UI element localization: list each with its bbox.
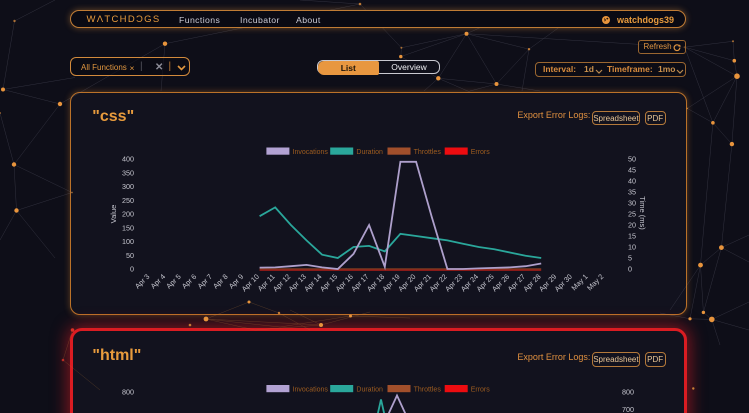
svg-text:35: 35 [628, 188, 636, 197]
svg-text:Duration: Duration [356, 387, 383, 394]
svg-text:Errors: Errors [471, 387, 491, 394]
svg-text:800: 800 [622, 388, 634, 397]
svg-text:Throttles: Throttles [414, 387, 442, 394]
svg-text:350: 350 [122, 168, 134, 177]
svg-text:25: 25 [628, 210, 636, 219]
svg-text:Apr 4: Apr 4 [149, 272, 168, 291]
svg-text:Errors: Errors [471, 149, 491, 156]
svg-text:400: 400 [122, 155, 134, 164]
svg-text:15: 15 [628, 232, 636, 241]
svg-text:40: 40 [628, 177, 636, 186]
svg-text:Apr 5: Apr 5 [164, 272, 183, 291]
svg-text:May 1: May 1 [569, 272, 589, 292]
svg-text:30: 30 [628, 199, 636, 208]
svg-text:Apr 6: Apr 6 [180, 272, 199, 291]
svg-text:5: 5 [628, 254, 632, 263]
svg-text:100: 100 [122, 237, 134, 246]
svg-text:May 2: May 2 [585, 272, 605, 292]
svg-text:45: 45 [628, 166, 636, 175]
svg-text:Apr 7: Apr 7 [195, 272, 214, 291]
svg-text:Duration: Duration [356, 149, 383, 156]
svg-text:300: 300 [122, 182, 134, 191]
svg-text:Apr 30: Apr 30 [553, 272, 574, 293]
svg-text:700: 700 [622, 405, 634, 413]
svg-text:Invocations: Invocations [293, 149, 329, 156]
svg-text:Time (ms): Time (ms) [638, 196, 647, 230]
svg-text:50: 50 [628, 155, 636, 164]
svg-text:Apr 3: Apr 3 [133, 272, 152, 291]
svg-text:Invocations: Invocations [293, 387, 329, 394]
svg-text:0: 0 [628, 265, 632, 274]
svg-text:250: 250 [122, 196, 134, 205]
svg-text:Value: Value [109, 205, 118, 224]
svg-text:10: 10 [628, 243, 636, 252]
svg-text:Throttles: Throttles [414, 149, 442, 156]
svg-text:0: 0 [130, 265, 134, 274]
svg-text:150: 150 [122, 223, 134, 232]
svg-text:200: 200 [122, 210, 134, 219]
svg-text:50: 50 [126, 251, 134, 260]
svg-text:Apr 8: Apr 8 [211, 272, 230, 291]
svg-text:800: 800 [122, 388, 134, 397]
svg-text:20: 20 [628, 221, 636, 230]
